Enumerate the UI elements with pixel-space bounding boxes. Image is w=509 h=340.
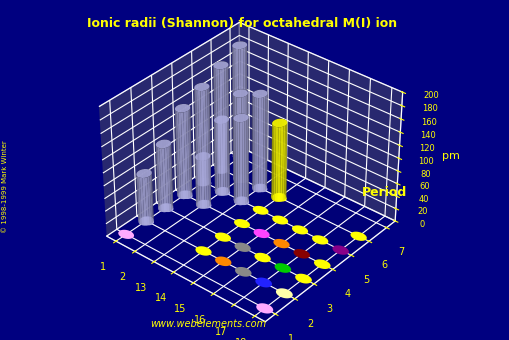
Text: Ionic radii (Shannon) for octahedral M(I) ion: Ionic radii (Shannon) for octahedral M(I… <box>87 17 397 30</box>
Text: © 1998-1999 Mark Winter: © 1998-1999 Mark Winter <box>2 141 8 233</box>
Text: Period: Period <box>361 186 406 199</box>
Text: www.webelements.com: www.webelements.com <box>150 319 266 329</box>
